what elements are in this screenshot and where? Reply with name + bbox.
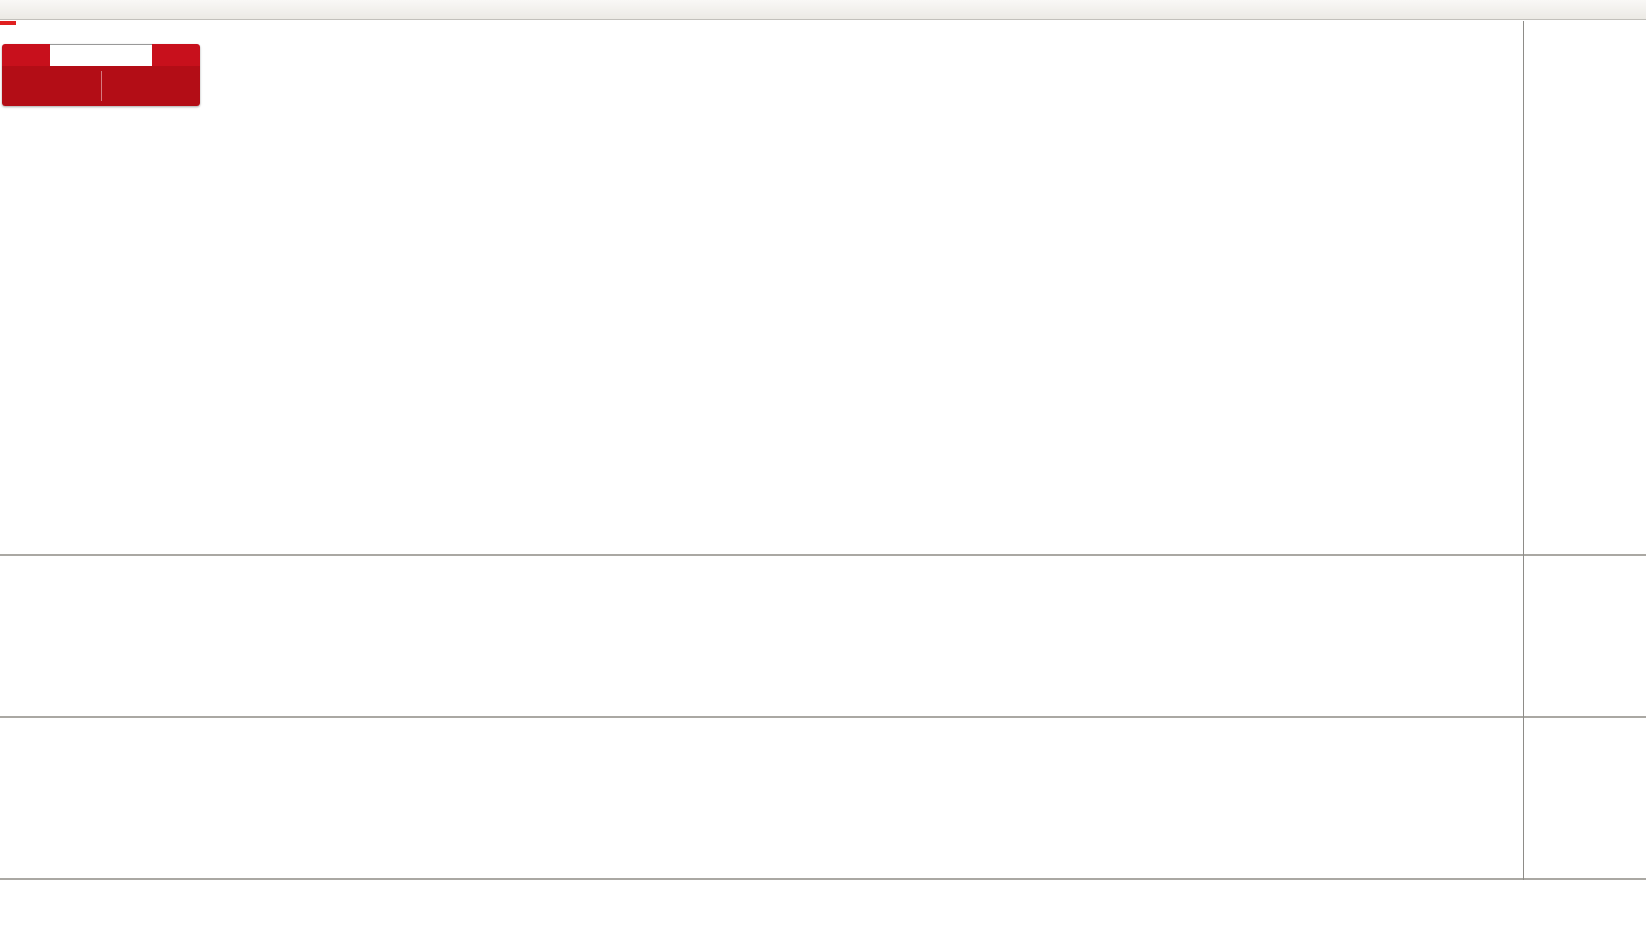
rsi-chart-canvas[interactable] <box>0 718 1523 878</box>
panel-divider[interactable] <box>0 878 1646 880</box>
one-click-sell-button[interactable] <box>2 44 50 66</box>
macd-panel[interactable] <box>0 556 1646 716</box>
time-axis[interactable] <box>0 880 1646 944</box>
panel-divider[interactable] <box>0 716 1646 718</box>
price-scale[interactable] <box>1523 21 1646 554</box>
lot-size-input[interactable] <box>50 47 140 64</box>
one-click-buy-button[interactable] <box>152 44 200 66</box>
one-click-trading-panel <box>2 44 200 106</box>
price-chart-canvas[interactable] <box>0 21 1523 554</box>
rsi-panel[interactable] <box>0 718 1646 878</box>
macd-scale[interactable] <box>1523 556 1646 716</box>
sell-price-display[interactable] <box>2 84 101 89</box>
price-scale-separator[interactable] <box>1523 21 1524 880</box>
buy-price-display[interactable] <box>102 84 201 89</box>
toolbar <box>0 0 1646 20</box>
support-price-label[interactable] <box>0 21 16 25</box>
macd-chart-canvas[interactable] <box>0 556 1523 716</box>
price-divider <box>100 71 102 101</box>
rsi-scale[interactable] <box>1523 718 1646 878</box>
panel-divider[interactable] <box>0 554 1646 556</box>
lot-size-field[interactable] <box>50 44 152 66</box>
price-chart-panel[interactable] <box>0 21 1646 554</box>
